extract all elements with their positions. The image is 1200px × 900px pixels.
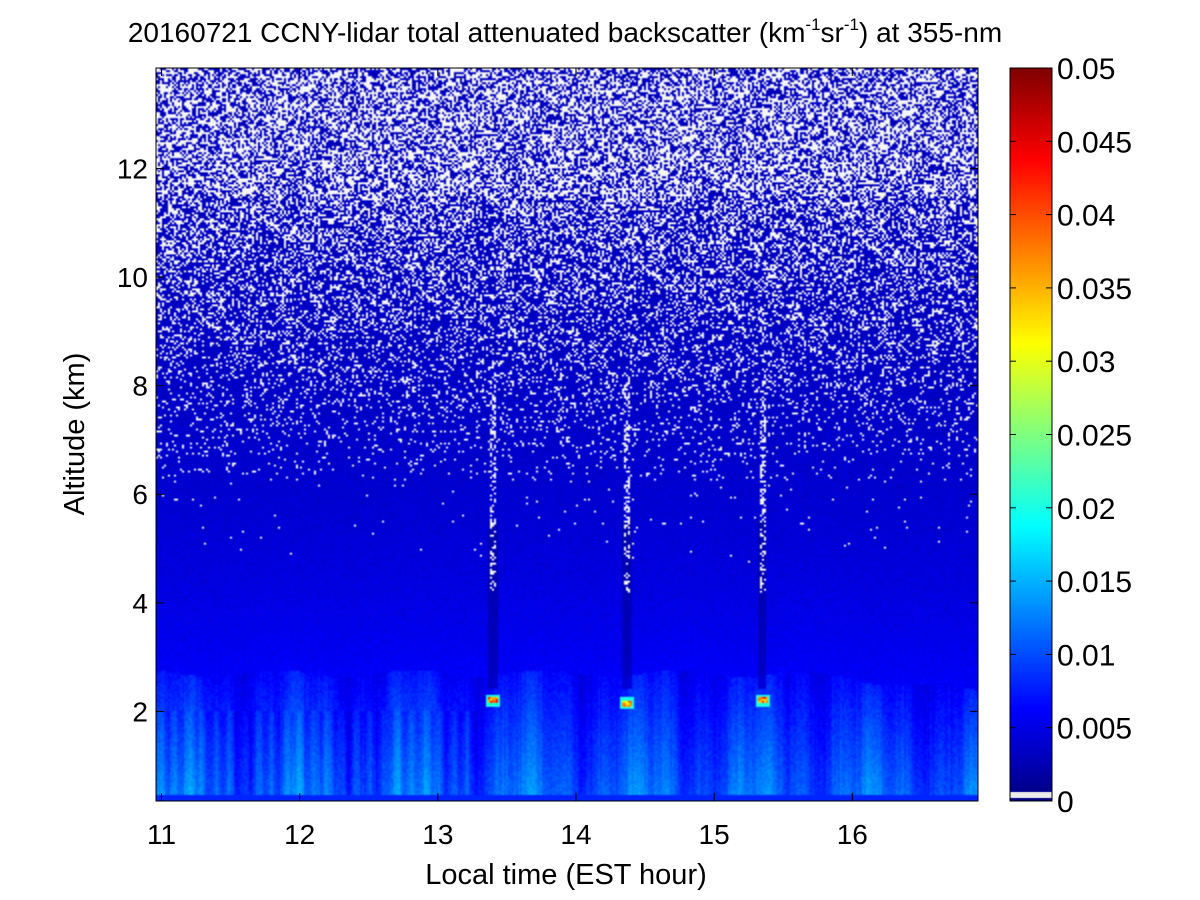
y-tick-label-12: 12 xyxy=(117,153,148,184)
x-axis-label: Local time (EST hour) xyxy=(425,859,707,891)
chart-title: 20160721 CCNY-lidar total attenuated bac… xyxy=(128,15,1002,48)
colorbar-tick-label-0.015: 0.015 xyxy=(1057,566,1132,599)
title-sup-2: -1 xyxy=(844,15,859,34)
y-tick-label-10: 10 xyxy=(117,262,148,293)
colorbar-tick-label-0.04: 0.04 xyxy=(1057,200,1115,233)
title-mid: sr xyxy=(821,17,844,48)
colorbar-tick-label-0.02: 0.02 xyxy=(1057,493,1115,526)
x-tick-label-13: 13 xyxy=(422,819,453,850)
colorbar-tick-label-0.025: 0.025 xyxy=(1057,420,1132,453)
x-axis-ticks: 11 12 13 14 15 16 xyxy=(147,68,868,850)
colorbar-tick-label-0.045: 0.045 xyxy=(1057,126,1132,159)
colorbar-tick-label-0.005: 0.005 xyxy=(1057,713,1132,746)
y-tick-label-6: 6 xyxy=(132,479,148,510)
x-tick-label-16: 16 xyxy=(837,819,868,850)
colorbar-tick-label-0.035: 0.035 xyxy=(1057,273,1132,306)
plot-frame xyxy=(155,67,979,802)
y-axis-label: Altitude (km) xyxy=(59,353,91,516)
y-tick-label-4: 4 xyxy=(132,588,148,619)
x-tick-label-14: 14 xyxy=(560,819,591,850)
plot-area: 11 12 13 14 15 16 2 4 6 8 10 12 xyxy=(117,67,979,850)
x-tick-label-12: 12 xyxy=(284,819,315,850)
backscatter-heatmap xyxy=(156,68,978,801)
x-tick-label-15: 15 xyxy=(699,819,730,850)
colorbar-tick-label-0.03: 0.03 xyxy=(1057,346,1115,379)
colorbar-tick-label-0.01: 0.01 xyxy=(1057,639,1115,672)
colorbar-gradient xyxy=(1010,68,1052,801)
colorbar-tick-label-0.05: 0.05 xyxy=(1057,53,1115,86)
colorbar-tick-label-0: 0 xyxy=(1057,786,1074,819)
y-tick-label-8: 8 xyxy=(132,371,148,402)
y-axis-ticks: 2 4 6 8 10 12 xyxy=(117,153,978,727)
colorbar: 0 0.005 0.01 0.015 0.02 0.025 0.03 0.035 0.04 0.0… xyxy=(1009,53,1132,819)
colorbar-ticks: 0 0.005 0.01 0.015 0.02 0.025 0.03 0.035 0.04 0.0… xyxy=(1010,53,1132,819)
title-sup-1: -1 xyxy=(805,15,820,34)
y-tick-label-2: 2 xyxy=(132,696,148,727)
x-tick-label-11: 11 xyxy=(147,819,176,850)
title-main: 20160721 CCNY-lidar total attenuated bac… xyxy=(128,17,806,48)
title-tail: ) at 355-nm xyxy=(859,17,1002,48)
